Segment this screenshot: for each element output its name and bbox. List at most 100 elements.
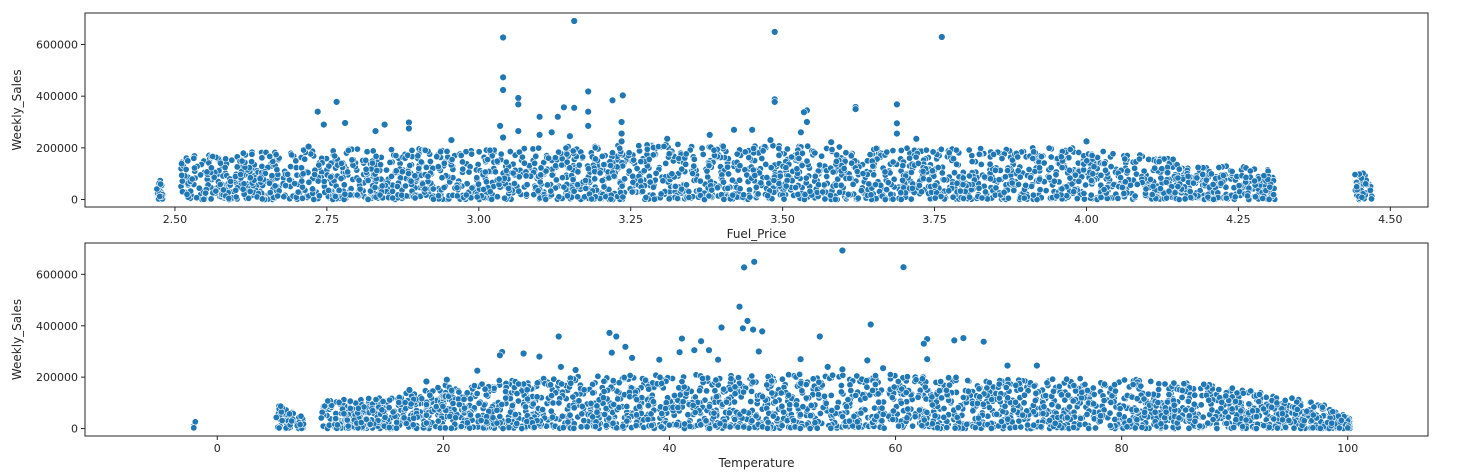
fuel-point	[200, 195, 208, 203]
fuel-point	[803, 118, 811, 126]
fuel-point	[897, 195, 905, 203]
fuel-point	[1075, 149, 1083, 157]
fuel-point	[1087, 177, 1095, 185]
temp-point	[1050, 387, 1058, 395]
fuel-point	[736, 162, 744, 170]
fuel-point	[311, 171, 319, 179]
fuel-point	[949, 155, 957, 163]
fuel-point	[635, 142, 643, 150]
temp-point	[409, 421, 417, 429]
fuel-point	[371, 184, 379, 192]
fuel-point	[462, 148, 470, 156]
fuel-point	[1131, 164, 1139, 172]
fuel-point	[1071, 171, 1079, 179]
temp-point	[499, 424, 507, 432]
fuel-point	[404, 170, 412, 178]
temp-point	[1239, 423, 1247, 431]
fuel-point	[1362, 180, 1370, 188]
fuel-point	[406, 162, 414, 170]
fuel-point	[1010, 186, 1018, 194]
temp-point	[731, 390, 739, 398]
fuel-point	[682, 150, 690, 158]
fuel-point	[515, 173, 523, 181]
fuel-point	[1008, 156, 1016, 164]
fuel-point	[1066, 146, 1074, 154]
fuel-point	[893, 129, 901, 138]
temp-point	[1180, 380, 1188, 388]
fuel-point	[1184, 172, 1192, 180]
fuel-point	[607, 195, 615, 203]
fuel-point	[1259, 194, 1267, 202]
fuel-point	[482, 178, 490, 186]
fuel-point	[584, 122, 592, 130]
fuel-point	[819, 188, 827, 196]
fuel-point	[990, 150, 998, 158]
fuel-point	[447, 136, 456, 144]
fuel-point	[1244, 192, 1252, 200]
fuel-point	[239, 185, 247, 193]
fuel-point	[938, 33, 946, 41]
temp-point	[1270, 415, 1278, 423]
fuel-point	[378, 182, 386, 190]
fuel-point	[598, 177, 606, 185]
fuel-point	[662, 159, 670, 167]
fuel-point	[535, 144, 543, 152]
fuel-point	[929, 148, 937, 156]
temp-point	[954, 404, 962, 412]
fuel-point	[433, 153, 441, 161]
temp-point	[523, 395, 531, 403]
temp-point	[1157, 420, 1165, 428]
temp-point	[600, 387, 608, 395]
fuel-point	[584, 165, 592, 173]
fuel-point	[1199, 170, 1207, 178]
fuel-point	[899, 162, 907, 170]
fuel-point	[871, 181, 879, 189]
fuel-point	[600, 161, 608, 169]
fuel-point	[897, 146, 905, 154]
fuel-point	[191, 164, 199, 172]
fuel-point	[1058, 164, 1066, 172]
temp-point	[600, 377, 608, 385]
temp-point	[1090, 400, 1098, 408]
fuel-point	[373, 167, 381, 175]
fuel-point	[1008, 179, 1016, 187]
fuel-point	[689, 170, 697, 178]
fuel-point	[239, 149, 247, 157]
temp-point	[713, 393, 721, 401]
temp-point	[1178, 386, 1186, 394]
fuel-point	[848, 159, 856, 167]
fuel-point	[1100, 160, 1108, 168]
fuel-point	[497, 150, 505, 158]
fuel-point	[816, 161, 824, 169]
fuel-point	[1028, 182, 1036, 190]
fuel-point	[562, 144, 570, 152]
temp-point	[455, 401, 463, 409]
fuel-point	[977, 160, 985, 168]
fuel-point	[795, 155, 803, 163]
temp-point	[842, 403, 850, 411]
temp-point	[502, 394, 510, 402]
fuel-point	[484, 156, 492, 164]
fuel-point	[1175, 165, 1183, 173]
fuel-point	[458, 158, 466, 166]
fuel-point	[315, 161, 323, 169]
fuel-point	[190, 154, 198, 162]
fuel-point	[300, 146, 308, 154]
fuel-point	[845, 174, 853, 182]
fuel-point	[1036, 175, 1044, 183]
fuel-point	[959, 181, 967, 189]
fuel-point	[965, 172, 973, 180]
fuel-point	[308, 185, 316, 193]
temp-point	[863, 383, 871, 391]
temp-point	[460, 395, 468, 403]
temp-point	[354, 404, 362, 412]
fuel-point	[542, 195, 550, 203]
fuel-point	[569, 176, 577, 184]
temp-point	[983, 384, 991, 392]
fuel-point	[501, 194, 509, 202]
temp-point	[699, 374, 707, 382]
temp-point	[647, 410, 655, 418]
fuel-point	[782, 182, 790, 190]
temp-point	[1108, 392, 1116, 400]
temp-point	[1111, 415, 1119, 423]
